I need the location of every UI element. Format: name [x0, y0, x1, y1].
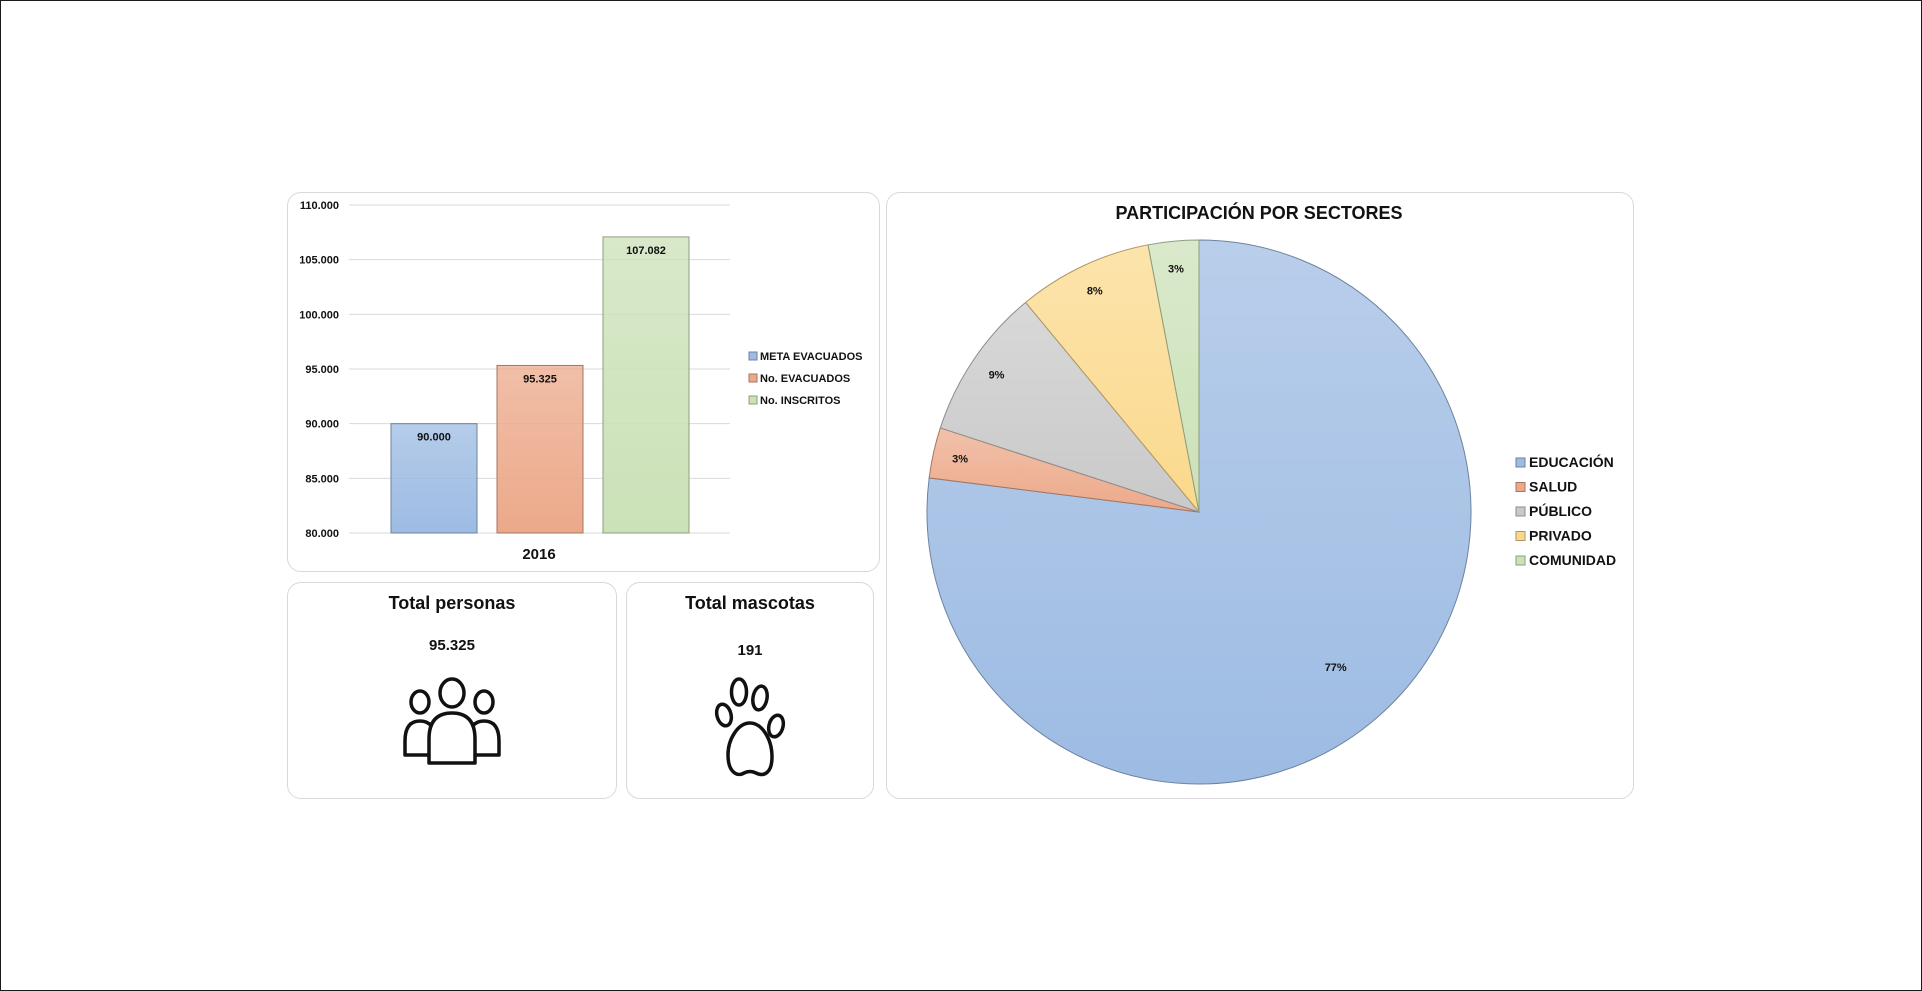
pie-legend-swatch — [1515, 457, 1526, 468]
total-persons-value: 95.325 — [429, 637, 475, 654]
y-tick-label: 90.000 — [305, 419, 339, 431]
pie-data-label: 3% — [1168, 263, 1184, 275]
total-persons-card: Total personas 95.325 — [287, 582, 617, 799]
total-pets-value: 191 — [737, 642, 763, 659]
pie-legend-swatch — [1515, 531, 1526, 541]
pie-slice-p-blico — [939, 301, 1201, 514]
pie-legend-swatch — [1515, 506, 1526, 517]
pie-legend-label: PÚBLICO — [1529, 502, 1592, 519]
people-icon — [288, 675, 616, 774]
bar-no-evacuados — [496, 364, 584, 534]
pie-legend-label: SALUD — [1529, 479, 1577, 495]
bar-data-label: 95.325 — [523, 373, 557, 385]
total-persons-title: Total personas — [388, 593, 516, 613]
legend-swatch — [748, 395, 758, 405]
bar-no-inscritos — [602, 236, 690, 534]
pie-legend-label: COMUNIDAD — [1529, 552, 1616, 568]
y-tick-label: 80.000 — [305, 528, 339, 540]
pie-chart: PARTICIPACIÓN POR SECTORES 77% 3% 9% 8% 3% EDU… — [926, 202, 1616, 785]
pie-data-label: 3% — [952, 454, 968, 466]
total-pets-card: Total mascotas 191 — [626, 582, 874, 799]
legend-label: No. EVACUADOS — [760, 373, 850, 385]
pie-legend-swatch — [1515, 555, 1526, 566]
total-pets-title: Total mascotas — [685, 593, 815, 613]
x-category-label: 2016 — [522, 546, 555, 563]
bar-data-label: 90.000 — [417, 432, 451, 444]
pie-data-label: 77% — [1325, 662, 1347, 674]
pie-legend-label: PRIVADO — [1529, 528, 1592, 544]
pie-title: PARTICIPACIÓN POR SECTORES — [1115, 202, 1402, 223]
legend-swatch — [748, 373, 758, 383]
bar-data-label: 107.082 — [626, 245, 666, 257]
pie-slice-comunidad — [1147, 239, 1200, 513]
pie-legend-label: EDUCACIÓN — [1529, 453, 1614, 470]
pie-legend-swatch — [1515, 482, 1526, 492]
pie-data-label: 8% — [1087, 285, 1103, 297]
y-tick-label: 110.000 — [300, 200, 339, 212]
y-tick-label: 85.000 — [305, 473, 339, 485]
pie-data-label: 9% — [989, 369, 1005, 381]
paw-icon — [627, 673, 873, 788]
legend-label: No. INSCRITOS — [760, 395, 840, 407]
pie-slice-privado — [1024, 244, 1200, 513]
bar-chart: 80.000 85.000 90.000 95.000 100.000 105.000 11… — [299, 200, 862, 563]
legend-swatch — [748, 351, 758, 361]
legend-label: META EVACUADOS — [760, 351, 862, 363]
y-tick-label: 95.000 — [305, 364, 339, 376]
bar-meta-evacuados — [390, 423, 478, 534]
y-tick-label: 105.000 — [299, 255, 339, 267]
y-tick-label: 100.000 — [299, 309, 339, 321]
